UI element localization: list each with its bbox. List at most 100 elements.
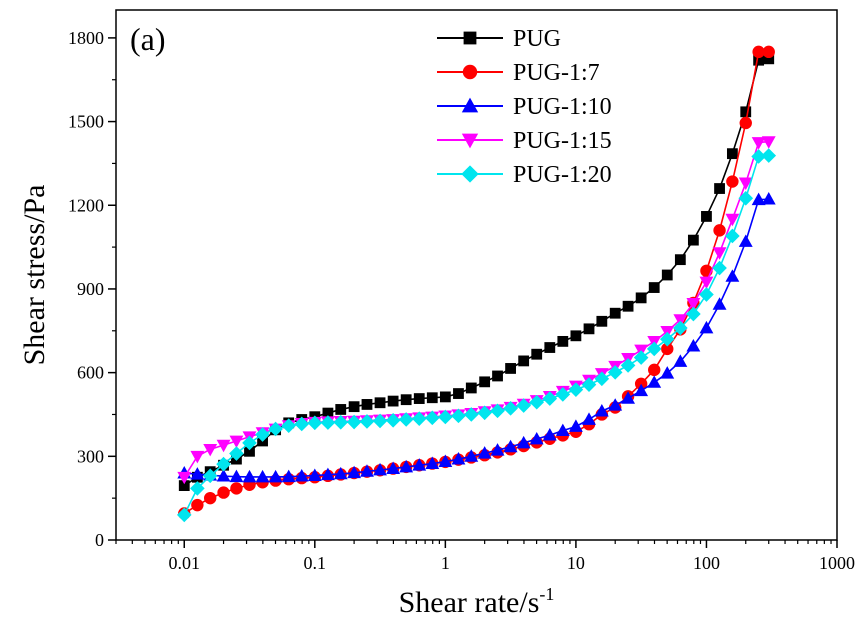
data-point-triangle-up (307, 468, 322, 481)
data-point-diamond (320, 415, 336, 430)
data-point-triangle-up (660, 366, 675, 379)
data-point-triangle-up (386, 461, 401, 474)
x-tick-label: 10 (567, 553, 585, 573)
data-point-diamond (461, 165, 479, 183)
data-point-diamond (607, 365, 623, 380)
data-point-square (557, 335, 569, 347)
data-point-square (701, 211, 712, 222)
series-pug-1-20 (176, 148, 777, 523)
data-point-triangle-up (673, 354, 688, 367)
data-point-triangle-up (516, 435, 531, 449)
legend-item: PUG-1:20 (437, 162, 612, 188)
legend: PUG PUG-1:7 PUG-1:10 PUG-1:15 PUG-1:20 (437, 26, 612, 188)
data-point-triangle-up (751, 192, 766, 206)
data-point-triangle-up (621, 391, 636, 404)
data-point-circle (762, 45, 775, 59)
data-point-diamond (477, 405, 492, 421)
data-point-diamond (555, 387, 571, 402)
data-point-diamond (281, 418, 297, 433)
data-point-triangle-up (503, 439, 518, 453)
data-point-circle (726, 175, 739, 188)
data-point-square (596, 315, 608, 327)
data-point-diamond (411, 411, 427, 426)
data-point-square (348, 401, 360, 413)
data-point-square (387, 395, 399, 407)
data-point-square (622, 300, 634, 312)
data-point-diamond (346, 414, 362, 430)
data-point-diamond (451, 408, 466, 424)
data-point-diamond (385, 413, 401, 428)
data-point-diamond (686, 306, 701, 322)
data-point-triangle-up (294, 469, 309, 482)
data-point-diamond (216, 456, 231, 472)
data-point-diamond (659, 331, 675, 347)
data-point-circle (739, 116, 752, 130)
data-point-diamond (294, 416, 310, 432)
data-point-triangle-up (464, 449, 479, 462)
x-axis: 0.01 0.1 1 10 100 1000 (115, 540, 855, 573)
data-point-triangle-up (268, 469, 283, 483)
y-tick-label: 1200 (68, 195, 104, 215)
data-point-triangle-down (725, 213, 740, 227)
data-point-triangle-up (477, 446, 492, 459)
data-point-diamond (594, 371, 610, 387)
data-point-square (463, 31, 477, 45)
data-point-triangle-up (412, 458, 427, 471)
data-point-square (687, 234, 699, 246)
series-pug-1-7 (178, 45, 775, 520)
data-point-triangle-up (542, 428, 557, 441)
data-point-circle (700, 264, 713, 278)
legend-item: PUG (437, 26, 561, 52)
data-point-triangle-up (490, 443, 505, 456)
data-point-square (544, 342, 556, 353)
data-point-square (518, 355, 530, 367)
data-point-square (479, 376, 491, 388)
x-tick-label: 1 (441, 553, 450, 573)
data-point-triangle-up (461, 97, 479, 113)
legend-item: PUG-1:15 (437, 128, 612, 154)
data-point-diamond (529, 394, 545, 410)
legend-item: PUG-1:10 (437, 94, 612, 120)
data-point-triangle-down (673, 314, 688, 327)
y-tick-label: 1800 (68, 28, 104, 48)
legend-label: PUG-1:20 (513, 162, 612, 188)
data-point-circle (230, 482, 243, 495)
x-tick-label: 0.01 (169, 553, 201, 573)
data-point-triangle-down (177, 471, 192, 485)
data-point-square (361, 399, 373, 410)
data-point-diamond (620, 358, 636, 373)
data-point-square (531, 348, 543, 360)
data-point-diamond (516, 398, 531, 413)
series-pug-1-15 (177, 136, 776, 485)
data-point-triangle-up (608, 398, 623, 411)
data-point-square (492, 370, 503, 382)
data-point-diamond (581, 377, 597, 392)
data-point-square (400, 394, 412, 406)
legend-label: PUG-1:7 (513, 60, 600, 86)
panel-label: (a) (130, 21, 166, 57)
y-tick-label: 900 (77, 279, 104, 299)
data-point-triangle-up (634, 383, 649, 397)
x-axis-title-superscript: -1 (539, 584, 554, 604)
data-point-square (335, 404, 347, 415)
data-point-square (740, 106, 752, 118)
data-point-square (661, 269, 673, 281)
y-tick-label: 600 (77, 363, 104, 383)
data-point-diamond (176, 507, 192, 523)
legend-label: PUG-1:10 (513, 94, 612, 120)
data-point-triangle-down (461, 133, 479, 149)
data-point-triangle-up (320, 467, 335, 481)
y-axis: 0 300 600 900 1200 1500 1800 (68, 28, 116, 550)
data-point-square (453, 388, 464, 399)
series-line (183, 51, 769, 515)
data-point-diamond (255, 427, 270, 442)
x-axis-title: Shear rate/s-1 (399, 584, 555, 619)
data-point-diamond (438, 409, 453, 425)
data-point-triangle-up (347, 465, 362, 479)
data-point-square (570, 330, 582, 342)
x-axis-title-text: Shear rate/s (399, 586, 540, 619)
data-point-triangle-up (686, 339, 701, 352)
data-point-triangle-up (529, 431, 544, 445)
data-point-diamond (333, 414, 349, 430)
data-point-triangle-up (373, 462, 387, 476)
